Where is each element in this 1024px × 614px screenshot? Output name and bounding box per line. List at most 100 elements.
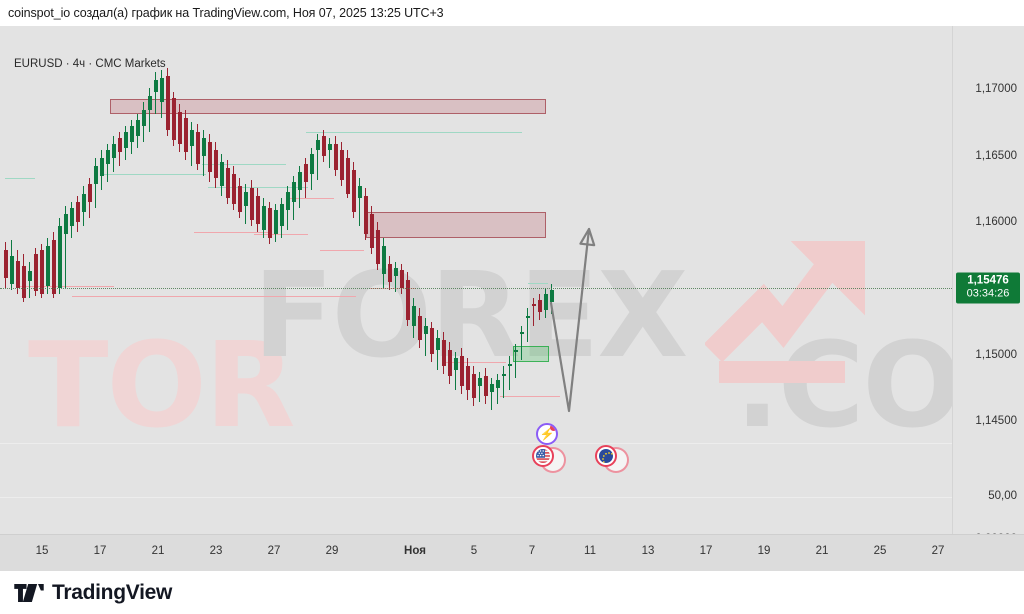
candle-body xyxy=(117,138,123,152)
last-price-value: 1,15476 xyxy=(967,274,1009,287)
bar-countdown-timer: 03:34:26 xyxy=(966,287,1010,300)
candlestick xyxy=(309,148,315,190)
time-tick-label: 27 xyxy=(267,545,281,557)
candle-body xyxy=(9,256,15,284)
candlestick xyxy=(489,378,495,410)
chart-frame[interactable]: TOR FOREX .COM xyxy=(0,26,1024,571)
candlestick xyxy=(177,104,183,152)
candlestick xyxy=(219,154,225,196)
candlestick xyxy=(531,298,537,326)
candlestick xyxy=(201,130,207,176)
candle-wick xyxy=(149,88,151,132)
candlestick xyxy=(453,352,459,390)
candle-body xyxy=(387,264,393,282)
tradingview-logo[interactable]: TradingView xyxy=(14,581,172,605)
candlestick xyxy=(333,136,339,176)
candle-wick xyxy=(491,378,493,410)
last-price-line xyxy=(0,288,952,289)
candlestick xyxy=(63,206,69,288)
candle-body xyxy=(273,210,279,234)
candle-body xyxy=(351,170,357,212)
candle-body xyxy=(453,358,459,370)
candlestick xyxy=(75,196,81,232)
candlestick xyxy=(537,294,543,320)
candle-body xyxy=(99,158,105,176)
candlestick xyxy=(207,134,213,182)
watermark-part-2: FOREX xyxy=(253,246,688,384)
candlestick xyxy=(441,332,447,374)
upper-supply-zone[interactable] xyxy=(110,99,546,114)
candle-body xyxy=(465,366,471,390)
candle-body xyxy=(123,132,129,148)
eur-event-marker[interactable] xyxy=(595,445,617,467)
candle-body xyxy=(285,192,291,210)
candle-wick xyxy=(533,298,535,326)
candlestick xyxy=(303,158,309,198)
candle-body xyxy=(147,96,153,110)
lightning-icon: ⚡ xyxy=(539,427,555,441)
flash-event-marker[interactable]: ⚡ xyxy=(536,423,558,445)
candlestick xyxy=(261,198,267,238)
candle-wick xyxy=(65,206,67,288)
lower-supply-zone[interactable] xyxy=(366,212,546,238)
candle-body xyxy=(189,130,195,146)
candlestick xyxy=(465,358,471,400)
time-scale[interactable]: 15 17 21 23 27 29 Ноя 5 7 11 13 17 19 21 25 27 xyxy=(0,534,1024,571)
candle-body xyxy=(69,208,75,226)
last-price-badge[interactable]: 1,15476 03:34:26 xyxy=(956,272,1020,304)
candlestick xyxy=(21,254,27,302)
candle-wick xyxy=(521,326,523,360)
candle-wick xyxy=(395,262,397,292)
demand-zone[interactable] xyxy=(513,346,549,362)
candlestick xyxy=(267,202,273,244)
price-tick-label: 1,16000 xyxy=(975,216,1017,228)
candlestick xyxy=(15,250,21,294)
candlestick xyxy=(213,142,219,188)
candlestick xyxy=(255,188,261,232)
candlestick xyxy=(183,110,189,160)
candlestick xyxy=(357,178,363,226)
time-tick-label: 25 xyxy=(873,545,887,557)
time-tick-label: 27 xyxy=(931,545,945,557)
candlestick xyxy=(399,264,405,294)
candle-body xyxy=(129,126,135,142)
symbol-legend[interactable]: EURUSD · 4ч · CMC Markets xyxy=(14,58,166,70)
time-tick-label: 15 xyxy=(35,545,49,557)
chart-plot-area[interactable]: TOR FOREX .COM xyxy=(0,26,952,534)
candle-body xyxy=(111,144,117,158)
pane-separator-2 xyxy=(0,497,952,498)
candlestick xyxy=(405,272,411,326)
candle-wick xyxy=(479,372,481,402)
watermark-part-3: .COM xyxy=(735,316,952,454)
support-level-line xyxy=(194,232,270,233)
candlestick xyxy=(297,166,303,208)
candlestick xyxy=(231,166,237,210)
time-tick-label: 19 xyxy=(757,545,771,557)
candle-body xyxy=(441,340,447,366)
tradingview-mark-icon xyxy=(14,583,44,602)
candle-body xyxy=(345,158,351,194)
candlestick xyxy=(519,326,525,360)
candle-body xyxy=(27,271,33,281)
candlestick xyxy=(411,298,417,338)
candle-wick xyxy=(437,330,439,370)
candle-body xyxy=(21,266,27,298)
price-scale[interactable]: 1,17000 1,16500 1,16000 1,15000 1,14500 50,00… xyxy=(952,26,1024,571)
candlestick xyxy=(369,206,375,254)
candlestick xyxy=(525,308,531,342)
footer-bar: TradingView xyxy=(0,571,1024,614)
eu-flag-icon xyxy=(599,449,613,463)
candlestick xyxy=(285,186,291,230)
candlestick xyxy=(69,202,75,238)
candle-body xyxy=(483,376,489,396)
candle-body xyxy=(519,332,525,334)
usd-event-marker[interactable] xyxy=(532,445,554,467)
watermark-part-1: TOR xyxy=(28,316,296,454)
attribution-bar: coinspot_io создал(а) график на TradingV… xyxy=(0,0,1024,26)
candlestick xyxy=(339,142,345,186)
candle-body xyxy=(447,350,453,376)
candlestick xyxy=(105,144,111,182)
candlestick xyxy=(273,204,279,242)
candle-body xyxy=(393,268,399,276)
candle-wick xyxy=(359,178,361,226)
